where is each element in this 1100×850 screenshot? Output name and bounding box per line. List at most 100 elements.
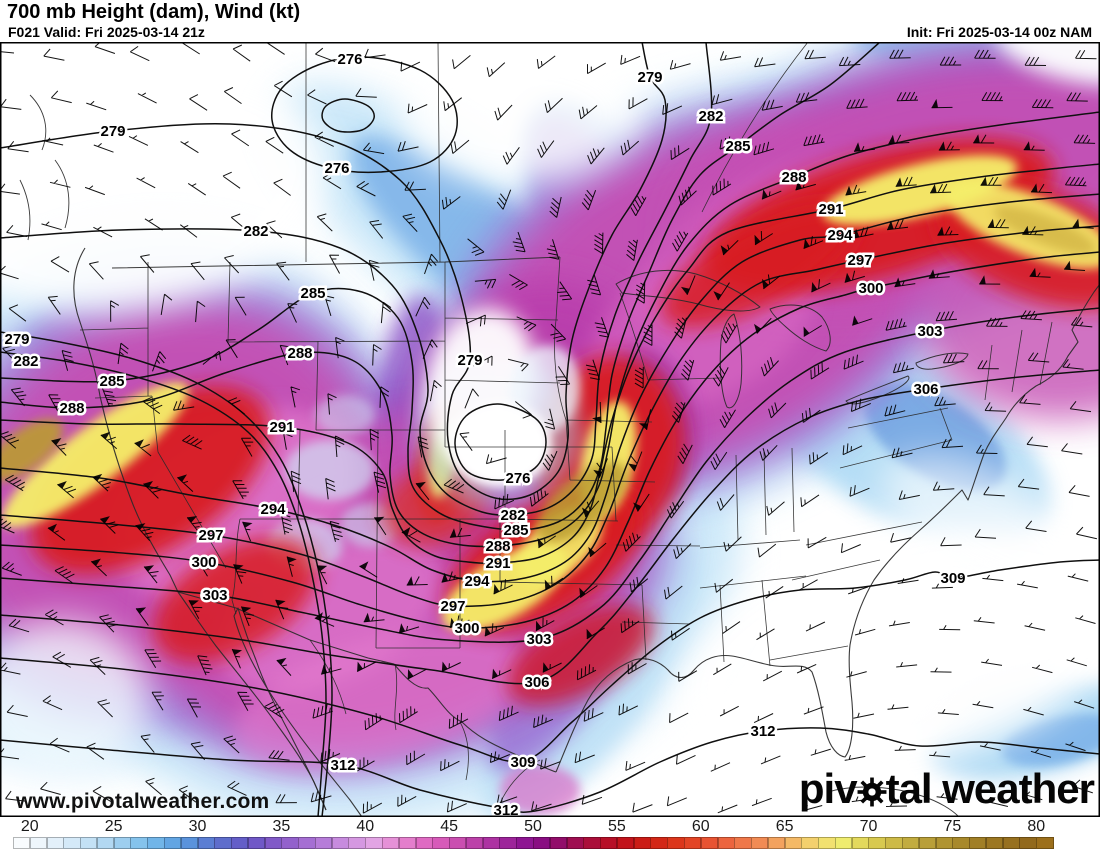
colorbar-tick-label: 50: [524, 818, 542, 835]
contour-label: 291: [269, 419, 294, 436]
colorbar-cell: [533, 837, 551, 849]
height-contour-282: [0, 351, 327, 818]
map-canvas: 276 276 276 279 279 279 279 282 282 282 282 285 285 2…: [0, 9, 1100, 829]
page-title: 700 mb Height (dam), Wind (kt): [7, 1, 301, 23]
colorbar-cell: [834, 837, 853, 849]
contour-label: 279: [4, 331, 29, 348]
colorbar-cell: [851, 837, 870, 849]
colorbar-cell: [566, 837, 584, 849]
contour-label: 312: [493, 802, 518, 817]
watermark-url: www.pivotalweather.com: [16, 790, 270, 813]
contour-label: 288: [781, 169, 806, 186]
height-contour-288: [0, 111, 1100, 548]
colorbar-cell: [600, 837, 618, 849]
border-path: [845, 375, 910, 405]
height-contour-297: [0, 225, 1100, 608]
colorbar-cell: [29, 837, 48, 849]
contour-label: 303: [202, 587, 227, 604]
contour-labels-layer: 2762762762792792792792822822822822852852…: [2, 49, 968, 822]
colorbar-cell: [449, 837, 467, 849]
height-contour-300: [0, 251, 1100, 629]
wind-speed-blob: [400, 45, 640, 185]
colorbar-tick-label: 40: [356, 818, 375, 835]
contour-label: 279: [637, 69, 662, 86]
contour-label: 312: [330, 757, 355, 774]
contour-label: 285: [725, 138, 750, 155]
colorbar-cell: [432, 837, 450, 849]
colorbar-tick-label: 75: [943, 818, 962, 835]
wind-speed-blob: [153, 537, 317, 663]
contour-label: 282: [698, 108, 723, 125]
colorbar-cell: [96, 837, 115, 849]
colorbar-cell: [499, 837, 517, 849]
colorbar-cell: [516, 837, 534, 849]
wind-barbs-layer: [0, 37, 1098, 814]
height-contour-282: [0, 41, 713, 517]
colorbar-cell: [650, 837, 668, 849]
colorbar-cell: [298, 837, 316, 849]
colorbar-tick-label: 30: [188, 818, 207, 835]
wind-speed-blob: [30, 385, 270, 575]
colorbar-cell: [382, 837, 400, 849]
colorbar-cell: [683, 837, 702, 849]
contour-label: 279: [100, 123, 125, 140]
valid-time-label: F021 Valid: Fri 2025-03-14 21z: [8, 24, 205, 40]
contour-label: 285: [99, 373, 124, 390]
colorbar-cell: [969, 837, 987, 849]
colorbar: 20 25 30 35 40 45 50 55 60 65 70 75 80: [0, 817, 1100, 850]
colorbar-cell: [700, 837, 719, 849]
colorbar-tick-label: 55: [607, 818, 626, 835]
header: 700 mb Height (dam), Wind (kt) F021 Vali…: [0, 0, 1100, 42]
colorbar-cell: [314, 837, 333, 849]
contour-label: 276: [324, 160, 349, 177]
colorbar-cell: [482, 837, 501, 849]
colorbar-cell: [331, 837, 350, 849]
contour-label: 297: [198, 527, 223, 544]
colorbar-tick-label: 65: [775, 818, 794, 835]
border-path: [769, 304, 831, 352]
contour-label: 300: [858, 280, 883, 297]
colorbar-cell: [281, 837, 299, 849]
colorbar-cell: [767, 837, 786, 849]
colorbar-cell: [1036, 837, 1054, 849]
contour-label: 306: [913, 381, 938, 398]
colorbar-cell: [465, 837, 484, 849]
contour-label: 291: [485, 555, 510, 572]
contour-label: 303: [526, 631, 551, 648]
pivotal-weather-logo: piv tal weather: [799, 765, 1095, 812]
wind-speed-blob: [0, 620, 150, 780]
colorbar-cell: [549, 837, 568, 849]
height-contour-309: [0, 559, 1100, 763]
contour-label: 276: [337, 51, 362, 68]
colorbar-cell: [751, 837, 769, 849]
colorbar-cell: [13, 837, 31, 849]
colorbar-cell: [633, 837, 651, 849]
colorbar-cell: [885, 837, 903, 849]
colorbar-tick-label: 60: [691, 818, 710, 835]
gear-icon: [857, 777, 887, 807]
contour-label: 285: [503, 522, 528, 539]
border-path: [19, 94, 70, 241]
contour-label: 303: [917, 323, 942, 340]
colorbar-cell: [801, 837, 819, 849]
logo-text-right: tal weather: [885, 765, 1095, 812]
colorbar-cell: [264, 837, 282, 849]
height-contour-303: [0, 307, 1100, 643]
colorbar-cell: [398, 837, 417, 849]
border-path: [827, 786, 959, 817]
contour-label: 309: [510, 754, 535, 771]
colorbar-cell: [734, 837, 752, 849]
height-contour-276: [321, 98, 375, 133]
contour-label: 312: [750, 723, 775, 740]
colorbar-cell: [868, 837, 886, 849]
colorbar-cell: [147, 837, 165, 849]
contour-label: 282: [243, 223, 268, 240]
colorbar-tick-label: 80: [1027, 818, 1046, 835]
colorbar-cell: [985, 837, 1004, 849]
colorbar-cell: [415, 837, 433, 849]
colorbar-cell: [113, 837, 131, 849]
contour-label: 279: [457, 352, 482, 369]
wind-speed-blob: [880, 455, 1100, 605]
wind-speed-blob: [1, 382, 189, 528]
